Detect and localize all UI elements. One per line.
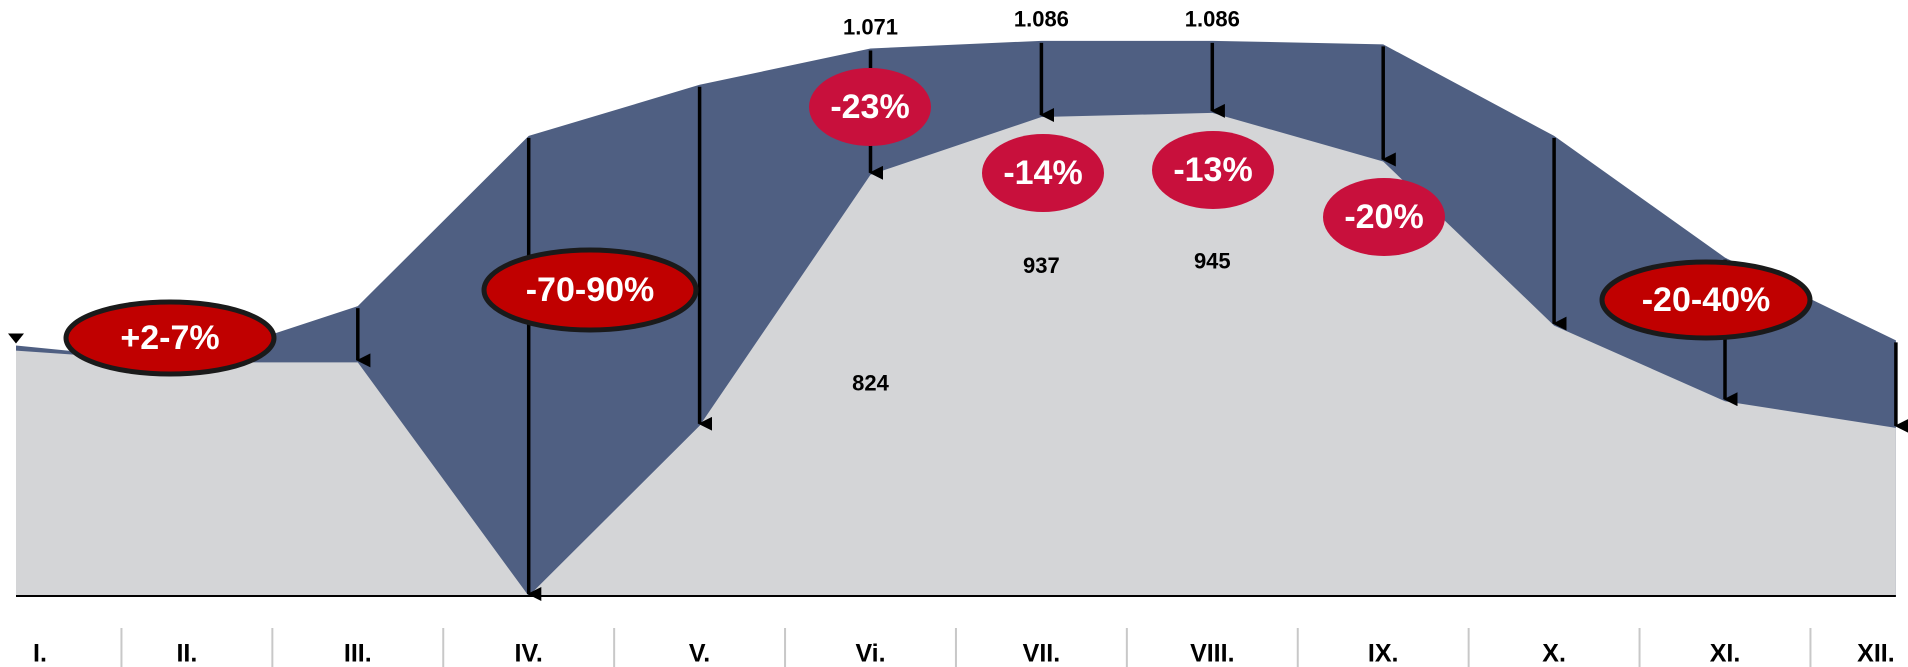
- x-tick-label: VIII.: [1190, 640, 1234, 667]
- annotation-bubble: [63, 299, 277, 377]
- x-tick-label: VII.: [1023, 640, 1061, 667]
- annotation-bubble: [1152, 131, 1274, 209]
- value-label: 1.086: [1185, 7, 1240, 32]
- annotation-bubble: [809, 68, 931, 146]
- annotation-bubble: [982, 134, 1104, 212]
- annotation: -20-40%: [1642, 281, 1771, 319]
- annotation: +2-7%: [120, 319, 219, 357]
- annotation: -14%: [1003, 154, 1082, 192]
- value-label: 1.086: [1014, 7, 1069, 32]
- x-tick-label: IV.: [515, 640, 543, 667]
- x-tick-label: III.: [344, 640, 372, 667]
- x-tick-label: IX.: [1368, 640, 1399, 667]
- x-tick-label: V.: [689, 640, 710, 667]
- annotation: -70-90%: [526, 271, 655, 309]
- value-label: 937: [1023, 253, 1060, 278]
- start-marker: [8, 333, 24, 344]
- value-label: 824: [852, 371, 889, 396]
- annotation: -13%: [1173, 151, 1252, 189]
- annotation: -23%: [830, 88, 909, 126]
- x-tick-label: I.: [33, 640, 47, 667]
- annotation-bubble: [481, 247, 699, 333]
- x-tick-label: XII.: [1857, 640, 1895, 667]
- value-label: 1.071: [843, 14, 898, 39]
- annotation: -20%: [1344, 198, 1423, 236]
- x-tick-label: X.: [1542, 640, 1566, 667]
- annotation-bubble: [1599, 259, 1813, 341]
- x-tick-label: Vi.: [855, 640, 885, 667]
- value-label: 945: [1194, 249, 1231, 274]
- x-tick-label: XI.: [1710, 640, 1741, 667]
- x-tick-label: II.: [176, 640, 197, 667]
- annotation-bubble: [1323, 178, 1445, 256]
